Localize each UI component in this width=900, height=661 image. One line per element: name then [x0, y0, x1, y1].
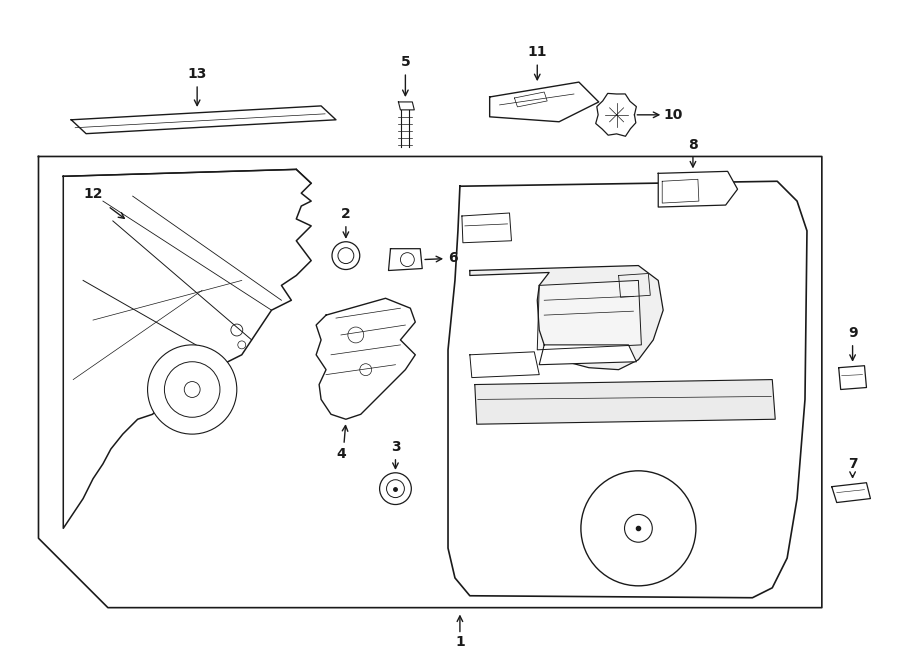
Polygon shape — [63, 169, 311, 528]
Text: 1: 1 — [455, 635, 464, 649]
Text: 8: 8 — [688, 137, 698, 151]
Polygon shape — [470, 352, 539, 377]
Text: 5: 5 — [400, 56, 410, 69]
Polygon shape — [448, 181, 807, 598]
Polygon shape — [832, 483, 870, 502]
Circle shape — [380, 473, 411, 504]
Polygon shape — [316, 298, 415, 419]
Text: 13: 13 — [187, 67, 207, 81]
Polygon shape — [71, 106, 336, 134]
Text: 11: 11 — [527, 46, 547, 59]
Text: 9: 9 — [848, 326, 858, 340]
Circle shape — [148, 345, 237, 434]
Polygon shape — [596, 93, 636, 136]
Text: 4: 4 — [336, 447, 346, 461]
Text: 2: 2 — [341, 207, 351, 221]
Polygon shape — [389, 249, 422, 270]
Polygon shape — [537, 280, 642, 350]
Polygon shape — [490, 82, 598, 122]
Text: 7: 7 — [848, 457, 858, 471]
Polygon shape — [539, 345, 636, 365]
Text: 10: 10 — [663, 108, 682, 122]
Text: 3: 3 — [391, 440, 401, 454]
Polygon shape — [462, 213, 511, 243]
Polygon shape — [839, 366, 867, 389]
Circle shape — [580, 471, 696, 586]
Polygon shape — [399, 102, 414, 110]
Text: 12: 12 — [84, 187, 103, 201]
Polygon shape — [475, 379, 775, 424]
Text: 6: 6 — [448, 251, 457, 264]
Polygon shape — [470, 266, 663, 369]
Circle shape — [332, 242, 360, 270]
Polygon shape — [658, 171, 738, 207]
